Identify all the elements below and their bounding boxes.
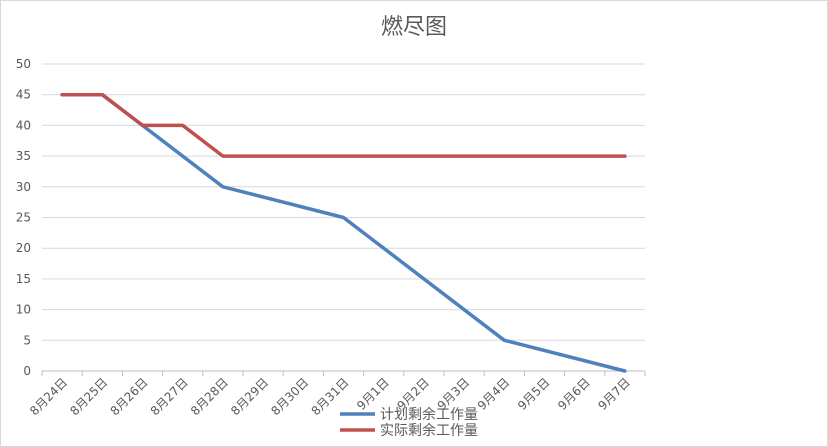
- x-tick-label: 8月26日: [108, 375, 151, 418]
- y-axis-ticks: 0 5 10 15 20 25 30 35 40 45 50: [16, 57, 31, 378]
- x-tick-label: 9月6日: [555, 375, 593, 413]
- legend-label: 实际剩余工作量: [380, 422, 478, 439]
- x-tick-label: 8月25日: [67, 375, 110, 418]
- y-tick-label: 50: [16, 57, 31, 71]
- legend-label: 计划剩余工作量: [380, 406, 478, 423]
- series-lines: [60, 92, 627, 373]
- y-tick-label: 20: [16, 241, 31, 255]
- y-tick-label: 35: [16, 149, 31, 163]
- x-tick-label: 8月30日: [268, 375, 311, 418]
- y-tick-label: 30: [16, 180, 31, 194]
- x-tick-label: 8月27日: [148, 375, 191, 418]
- x-tick-label: 8月31日: [309, 375, 352, 418]
- x-tick-label: 8月29日: [228, 375, 271, 418]
- x-tick-label: 8月24日: [27, 375, 70, 418]
- x-tick-label: 9月7日: [595, 375, 633, 413]
- y-tick-label: 25: [16, 211, 31, 225]
- y-tick-label: 40: [16, 118, 31, 132]
- y-tick-label: 10: [16, 303, 31, 317]
- series-line-2: [60, 92, 627, 158]
- x-tick-label: 8月28日: [188, 375, 231, 418]
- x-tick-label: 9月4日: [475, 375, 513, 413]
- y-tick-label: 0: [23, 364, 31, 378]
- chart-title: 燃尽图: [381, 15, 447, 40]
- grid-lines: [42, 63, 645, 341]
- y-tick-label: 5: [23, 333, 31, 347]
- y-tick-label: 45: [16, 88, 31, 102]
- series-line-1: [60, 92, 627, 373]
- x-axis: 8月24日8月25日8月26日8月27日8月28日8月29日8月30日8月31日…: [27, 370, 646, 418]
- x-tick-label: 9月5日: [515, 375, 553, 413]
- y-tick-label: 15: [16, 272, 31, 286]
